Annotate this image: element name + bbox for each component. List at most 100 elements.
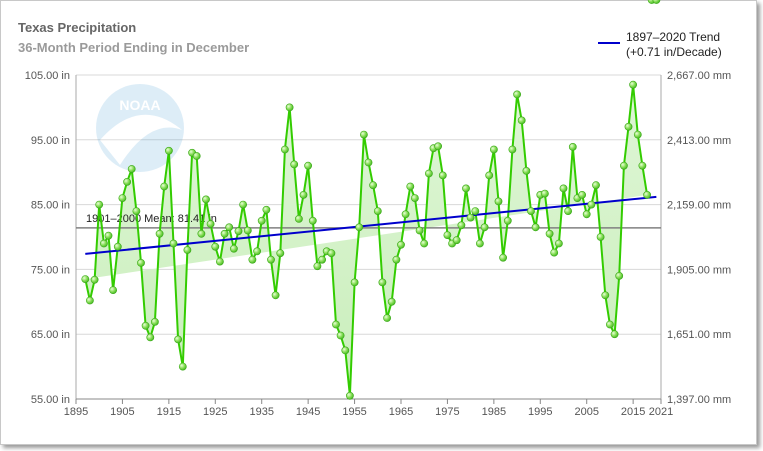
- data-point-2006[interactable]: [587, 200, 596, 209]
- data-point-2018[interactable]: [643, 190, 651, 199]
- data-point-1983[interactable]: [480, 223, 489, 232]
- data-point-1985[interactable]: [489, 145, 498, 154]
- data-point-1918[interactable]: [178, 362, 187, 371]
- data-point-2002[interactable]: [568, 142, 577, 151]
- data-point-1914[interactable]: [160, 182, 169, 191]
- data-point-1940[interactable]: [280, 145, 289, 154]
- data-point-1964[interactable]: [392, 255, 401, 264]
- data-point-1936[interactable]: [262, 205, 271, 214]
- data-point-1999[interactable]: [555, 239, 563, 248]
- data-point-1955[interactable]: [350, 278, 359, 287]
- data-point-1958[interactable]: [364, 158, 373, 167]
- data-point-2008[interactable]: [596, 233, 605, 241]
- data-point-1907[interactable]: [127, 165, 136, 173]
- data-point-1950[interactable]: [327, 249, 336, 258]
- data-point-1900[interactable]: [95, 200, 104, 209]
- data-point-1910[interactable]: [141, 321, 150, 330]
- data-point-1967[interactable]: [406, 182, 415, 191]
- data-point-1959[interactable]: [369, 181, 377, 190]
- data-point-1945[interactable]: [304, 161, 312, 170]
- data-point-1969[interactable]: [415, 226, 424, 235]
- data-point-1956[interactable]: [355, 223, 364, 232]
- data-point-1970[interactable]: [420, 239, 429, 248]
- data-point-1899[interactable]: [90, 275, 99, 284]
- data-point-1979[interactable]: [462, 184, 470, 193]
- data-point-1987[interactable]: [499, 253, 507, 262]
- data-point-1922[interactable]: [197, 229, 206, 238]
- data-point-1946[interactable]: [308, 216, 317, 225]
- data-point-1929[interactable]: [229, 244, 238, 253]
- data-point-2014[interactable]: [624, 122, 633, 131]
- data-point-1982[interactable]: [475, 239, 484, 248]
- data-point-1974[interactable]: [438, 171, 447, 180]
- data-point-1966[interactable]: [401, 210, 410, 219]
- data-point-1944[interactable]: [299, 190, 308, 199]
- data-point-1926[interactable]: [215, 257, 224, 266]
- data-point-1962[interactable]: [383, 314, 391, 322]
- data-point-2010[interactable]: [606, 320, 614, 329]
- data-point-1897[interactable]: [81, 275, 90, 283]
- data-point-1986[interactable]: [494, 197, 503, 206]
- data-point-1939[interactable]: [276, 249, 285, 258]
- data-point-1951[interactable]: [332, 320, 340, 329]
- data-point-1930[interactable]: [234, 227, 243, 236]
- data-point-2000[interactable]: [559, 184, 568, 193]
- data-point-1963[interactable]: [387, 297, 396, 306]
- data-point-1943[interactable]: [294, 214, 303, 223]
- data-point-1992[interactable]: [522, 166, 531, 175]
- data-point-1916[interactable]: [169, 239, 178, 248]
- data-point-1904[interactable]: [113, 242, 122, 251]
- data-point-1994[interactable]: [531, 223, 540, 232]
- data-point-1917[interactable]: [174, 335, 182, 344]
- data-point-1961[interactable]: [378, 278, 387, 287]
- data-point-1921[interactable]: [192, 152, 201, 160]
- data-point-1925[interactable]: [211, 242, 220, 251]
- data-point-1952[interactable]: [336, 331, 345, 340]
- data-point-2009[interactable]: [601, 291, 610, 300]
- data-point-1978[interactable]: [457, 221, 466, 230]
- data-point-1971[interactable]: [424, 169, 433, 178]
- data-point-1915[interactable]: [164, 146, 173, 155]
- data-point-1957[interactable]: [359, 130, 368, 139]
- data-point-1913[interactable]: [155, 229, 164, 238]
- data-point-1938[interactable]: [271, 291, 280, 300]
- data-point-1965[interactable]: [397, 240, 405, 249]
- data-point-1898[interactable]: [86, 296, 94, 305]
- data-point-1998[interactable]: [550, 248, 559, 257]
- data-point-2017[interactable]: [638, 161, 647, 170]
- data-point-1973[interactable]: [434, 142, 442, 151]
- data-point-1927[interactable]: [220, 229, 229, 238]
- data-point-1934[interactable]: [253, 247, 261, 256]
- data-point-1911[interactable]: [146, 333, 155, 342]
- data-point-1902[interactable]: [104, 231, 113, 240]
- data-point-1932[interactable]: [243, 226, 252, 235]
- data-point-1903[interactable]: [109, 286, 117, 294]
- data-point-2015[interactable]: [629, 80, 637, 89]
- data-point-1924[interactable]: [206, 220, 215, 228]
- data-point-1923[interactable]: [202, 195, 210, 204]
- data-point-1968[interactable]: [410, 194, 419, 202]
- data-point-1906[interactable]: [123, 177, 131, 186]
- data-point-1935[interactable]: [257, 216, 266, 225]
- data-point-2005[interactable]: [582, 210, 591, 219]
- data-point-1948[interactable]: [318, 255, 326, 264]
- data-point-1991[interactable]: [517, 116, 526, 125]
- data-point-1942[interactable]: [290, 160, 299, 169]
- data-point-1990[interactable]: [513, 90, 521, 99]
- data-point-1928[interactable]: [225, 223, 234, 232]
- data-point-1984[interactable]: [485, 171, 494, 180]
- data-point-2020[interactable]: [652, 0, 661, 4]
- data-point-1908[interactable]: [132, 207, 141, 215]
- data-point-1909[interactable]: [137, 258, 145, 267]
- data-point-2012[interactable]: [615, 271, 624, 280]
- data-point-2011[interactable]: [610, 330, 619, 339]
- data-point-1980[interactable]: [466, 213, 475, 222]
- data-point-2001[interactable]: [564, 207, 572, 215]
- data-point-2007[interactable]: [592, 181, 600, 190]
- data-point-1997[interactable]: [545, 229, 554, 238]
- data-point-1933[interactable]: [248, 255, 257, 264]
- data-point-1988[interactable]: [503, 216, 512, 225]
- data-point-2016[interactable]: [633, 130, 642, 139]
- data-point-1975[interactable]: [443, 231, 452, 239]
- data-point-1941[interactable]: [285, 103, 294, 112]
